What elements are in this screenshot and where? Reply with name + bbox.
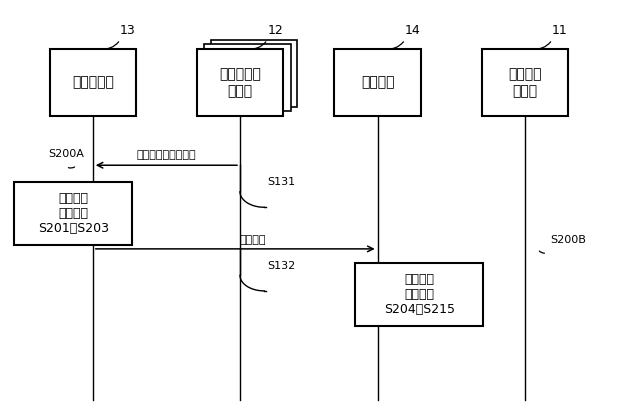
Text: 13: 13 [120,24,136,37]
Text: S131: S131 [268,177,296,187]
Bar [211,40,297,107]
Text: 個人情報
サーバ: 個人情報 サーバ [508,67,541,98]
Text: 11: 11 [552,24,568,37]
Text: 相手端末: 相手端末 [361,75,394,90]
Text: 取引履歴
比較処理
S201～S203: 取引履歴 比較処理 S201～S203 [38,192,109,235]
Bar [355,263,483,326]
Text: サーバ取引履歴情報: サーバ取引履歴情報 [136,150,196,160]
Text: S132: S132 [268,261,296,271]
Bar [205,44,291,111]
Text: 12: 12 [268,24,283,37]
Bar [50,49,136,116]
Text: S200B: S200B [550,235,586,245]
Text: 利用者端末: 利用者端末 [72,75,114,90]
Bar [197,49,284,116]
Bar [14,182,132,245]
Text: 14: 14 [405,24,420,37]
Text: 取引履歴
比較処理
S204～S215: 取引履歴 比較処理 S204～S215 [384,273,454,316]
Bar [334,49,421,116]
Bar [481,49,568,116]
Text: S200A: S200A [48,149,84,159]
Text: 差分情報: 差分情報 [239,235,266,245]
Text: 取引所取引
サーバ: 取引所取引 サーバ [219,67,261,98]
